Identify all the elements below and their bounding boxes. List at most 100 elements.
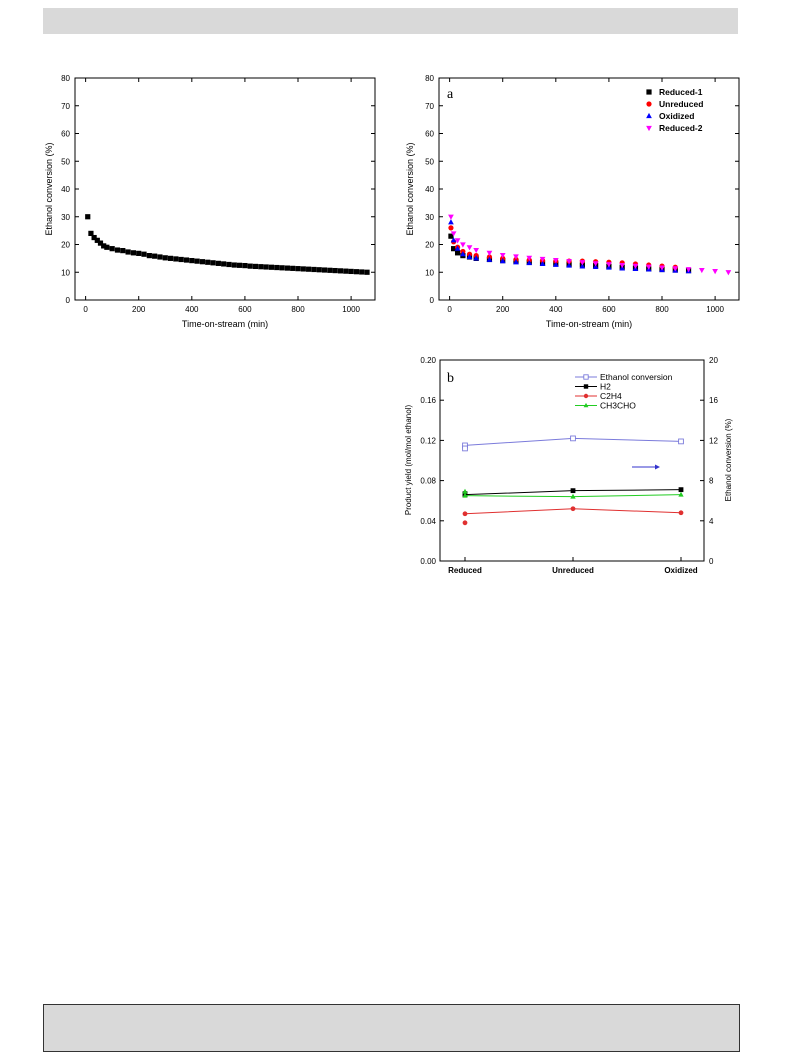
data-point [579, 260, 586, 266]
marks-group [85, 214, 370, 275]
data-point [539, 256, 546, 263]
data-point [570, 506, 576, 512]
data-point [194, 258, 200, 264]
x-tick-label: 0 [447, 305, 452, 314]
data-point [97, 240, 104, 246]
data-point [466, 253, 473, 260]
data-point [450, 237, 457, 243]
y-tick-label: 80 [61, 74, 70, 83]
data-point [450, 231, 457, 237]
data-point [462, 488, 468, 494]
data-point [364, 269, 370, 275]
y-tick-label: 70 [425, 102, 434, 111]
data-point [221, 261, 227, 267]
data-point [526, 259, 533, 266]
data-point [473, 247, 480, 254]
legend-marker [646, 112, 652, 119]
legend-marker [583, 393, 589, 399]
data-point [678, 491, 684, 497]
legend-label: C2H4 [600, 391, 622, 401]
y-tick-label: 0.20 [420, 356, 436, 365]
data-point [146, 253, 152, 259]
y-tick-label: 30 [61, 213, 70, 222]
y2-tick-label: 12 [709, 436, 718, 445]
data-point [252, 263, 259, 270]
data-point [570, 488, 576, 494]
x-tick-label: 400 [185, 305, 199, 314]
y-axis-label: Ethanol conversion (%) [405, 142, 415, 235]
x-category-label: Unreduced [552, 566, 594, 575]
data-point [130, 250, 137, 256]
y-tick-label: 0.08 [420, 477, 436, 486]
y-tick-label: 80 [425, 74, 434, 83]
data-point [678, 510, 684, 516]
data-point [306, 266, 312, 272]
data-point [141, 251, 147, 257]
x-tick-label: 1000 [706, 305, 724, 314]
y-tick-label: 30 [425, 213, 434, 222]
data-point [592, 261, 599, 267]
data-point [290, 265, 296, 271]
legend-marker [583, 384, 589, 389]
data-point [678, 438, 684, 445]
data-point [120, 248, 126, 254]
data-point [327, 267, 333, 273]
data-point [570, 493, 576, 499]
data-point [486, 250, 493, 256]
data-point [473, 255, 480, 261]
marks-group [448, 214, 732, 276]
data-point [725, 270, 732, 276]
data-point [579, 263, 586, 269]
data-point [237, 262, 243, 268]
data-point [348, 268, 354, 275]
y-axis-label: Ethanol conversion (%) [44, 142, 54, 235]
plot-frame [438, 77, 740, 301]
data-point [698, 267, 705, 274]
y2-tick-label: 0 [709, 557, 714, 566]
data-point [513, 254, 519, 260]
x-category-label: Oxidized [664, 566, 697, 575]
data-point [152, 253, 158, 259]
chart-product-yield: 0.00 0.04 0.08 0.12 0.16 0.20 0 4 8 12 16 20 Reduced… [404, 356, 733, 575]
data-point [178, 256, 184, 263]
data-point [448, 219, 454, 225]
x-tick-label: 800 [655, 305, 669, 314]
tick-group: 0 200 400 600 800 1000 0 10 20 30 40 50 60 70 80 [61, 74, 375, 314]
data-point [552, 257, 559, 264]
data-point [162, 255, 168, 261]
y-tick-label: 50 [61, 157, 70, 166]
y-tick-label: 20 [61, 241, 70, 250]
data-point [499, 252, 506, 259]
data-point [337, 268, 344, 274]
data-point [94, 237, 100, 243]
data-point [552, 261, 559, 267]
data-point [539, 260, 546, 267]
data-point [526, 255, 533, 261]
data-point [606, 262, 612, 268]
data-point [226, 261, 232, 268]
legend: Reduced-1 Unreduced Oxidized Reduced-2 [646, 87, 703, 133]
data-point [454, 238, 461, 244]
x-tick-label: 800 [291, 305, 305, 314]
data-point [125, 249, 131, 255]
data-point [295, 266, 301, 272]
y-tick-label: 0.00 [420, 557, 436, 566]
legend-marker [646, 125, 652, 132]
data-point [279, 265, 285, 271]
data-point [242, 262, 248, 269]
data-point [311, 266, 317, 273]
data-point [157, 254, 163, 260]
data-point [451, 246, 457, 252]
marks-group [462, 435, 684, 526]
data-point [460, 242, 466, 248]
y2-tick-label: 8 [709, 477, 714, 486]
legend-marker [583, 374, 589, 380]
y-axis-label: Product yield (mol/mol ethanol) [404, 405, 413, 516]
footer-box [43, 1004, 740, 1052]
data-point [205, 259, 211, 265]
data-point [454, 250, 461, 256]
y-tick-label: 40 [61, 185, 70, 194]
data-point [263, 264, 269, 270]
data-point [91, 234, 97, 241]
